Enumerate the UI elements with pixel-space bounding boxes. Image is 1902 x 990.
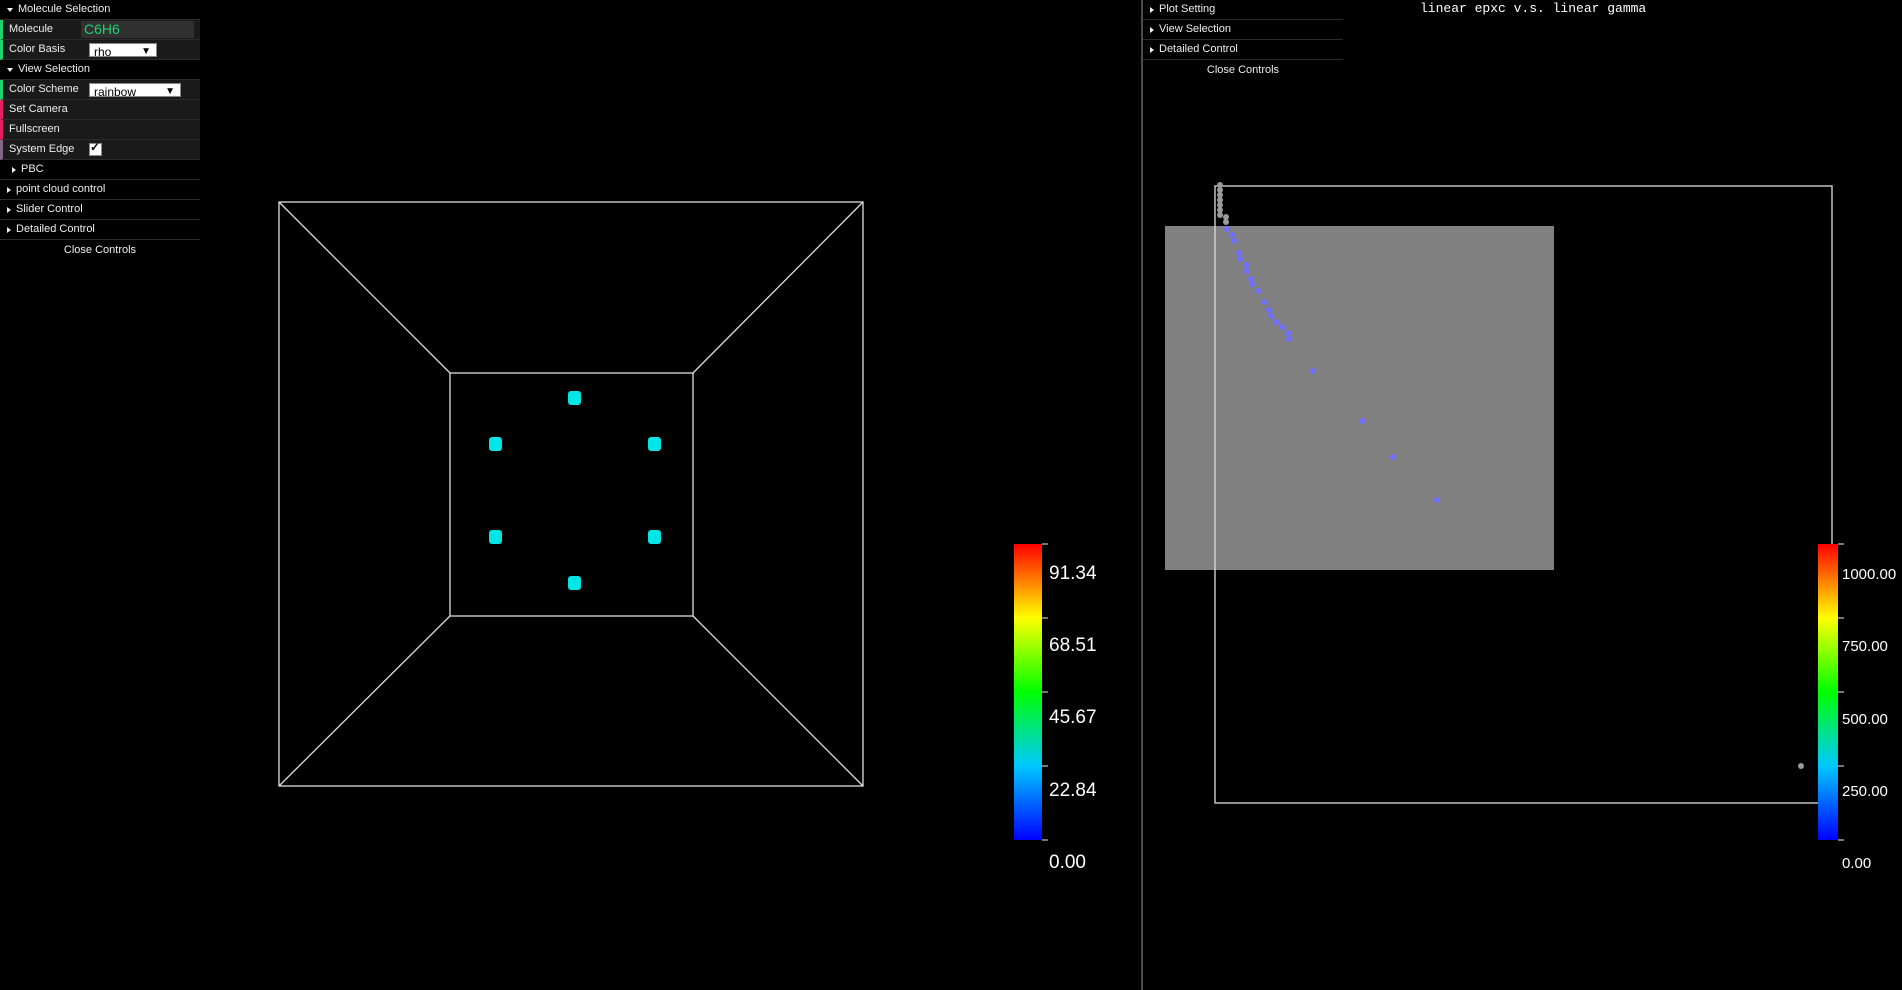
blue-point [1243, 262, 1249, 268]
caret-right-icon [1150, 26, 1154, 33]
blue-point [1279, 324, 1285, 330]
blue-point [1231, 238, 1237, 244]
colorbar-left-label: 68.51 [1049, 635, 1097, 656]
plot-title: linear epxc v.s. linear gamma [1420, 1, 1647, 16]
atom [489, 530, 502, 544]
caret-right-icon [1150, 46, 1154, 53]
colorbar-left-label: 91.34 [1049, 563, 1097, 584]
blue-point [1273, 319, 1279, 325]
caret-down-icon [7, 7, 13, 12]
plot-setting-folder[interactable]: Plot Setting [1143, 0, 1343, 20]
gray-point [1223, 219, 1229, 225]
blue-point [1390, 454, 1396, 460]
color-basis-label: Color Basis [9, 43, 66, 55]
gray-point [1217, 202, 1223, 208]
system-edge-row: System Edge [0, 140, 200, 160]
view-selection-folder[interactable]: View Selection [0, 60, 200, 80]
plot-frame [1214, 185, 1833, 804]
caret-right-icon [1150, 6, 1154, 13]
pbc-folder[interactable]: PBC [0, 160, 200, 180]
blue-point [1224, 226, 1230, 232]
close-controls-button[interactable]: Close Controls [0, 240, 200, 260]
blue-point [1261, 299, 1267, 305]
blue-point [1236, 250, 1242, 256]
gray-point [1217, 212, 1223, 218]
atom [648, 530, 661, 544]
detailed-control-folder[interactable]: Detailed Control [1143, 40, 1343, 60]
colorbar-right-label: 750.00 [1842, 638, 1888, 655]
blue-point [1310, 368, 1316, 374]
blue-point [1249, 281, 1255, 287]
system-edge-box [278, 201, 864, 787]
view-divider[interactable] [1141, 0, 1143, 990]
blue-point [1237, 256, 1243, 262]
gray-point [1217, 192, 1223, 198]
atom [489, 437, 502, 451]
view-selection-folder[interactable]: View Selection [1143, 20, 1343, 40]
gray-point [1223, 214, 1229, 220]
atom [568, 576, 581, 590]
blue-point [1229, 232, 1235, 238]
blue-point [1286, 336, 1292, 342]
colorbar-left-label: 0.00 [1049, 852, 1086, 873]
left-control-panel: Molecule Selection Molecule C6H6 Color B… [0, 0, 200, 260]
blue-point [1434, 497, 1440, 503]
colorbar-left [1014, 543, 1048, 841]
color-scheme-select[interactable]: rainbow ▼ [89, 82, 181, 99]
colorbar-left-label: 45.67 [1049, 707, 1097, 728]
system-edge-checkbox[interactable] [89, 142, 102, 156]
molecule-selection-folder[interactable]: Molecule Selection [0, 0, 200, 20]
gray-point [1798, 763, 1804, 769]
color-basis-select[interactable]: rho ▼ [89, 42, 157, 59]
detailed-control-folder[interactable]: Detailed Control [0, 220, 200, 240]
gray-point [1217, 187, 1223, 193]
caret-right-icon [7, 226, 11, 233]
blue-point [1359, 418, 1365, 424]
fullscreen-button[interactable]: Fullscreen [0, 120, 200, 140]
colorbar-right-label: 250.00 [1842, 783, 1888, 800]
slider-control-folder[interactable]: Slider Control [0, 200, 200, 220]
scatter-points [1217, 182, 1804, 769]
colorbar-right [1818, 543, 1844, 841]
gray-point [1217, 207, 1223, 213]
molecule-row: Molecule C6H6 [0, 20, 200, 40]
blue-point [1244, 268, 1250, 274]
colorbar-right-label: 500.00 [1842, 711, 1888, 728]
atom [568, 391, 581, 405]
molecule-label: Molecule [9, 23, 54, 35]
blue-point [1248, 276, 1254, 282]
atom-cloud [489, 391, 661, 590]
point-cloud-control-folder[interactable]: point cloud control [0, 180, 200, 200]
blue-point [1266, 307, 1272, 313]
molecule-input[interactable]: C6H6 [81, 21, 194, 38]
dropdown-arrow-icon: ▼ [141, 45, 151, 57]
close-controls-button[interactable]: Close Controls [1143, 60, 1343, 80]
blue-point [1268, 313, 1274, 319]
atom [648, 437, 661, 451]
molecule-3d-view[interactable] [200, 0, 1100, 990]
color-scheme-label: Color Scheme [9, 83, 79, 95]
right-control-panel: Plot Setting View Selection Detailed Con… [1143, 0, 1343, 80]
color-scheme-row: Color Scheme rainbow ▼ [0, 80, 200, 100]
blue-point [1255, 288, 1261, 294]
selection-box[interactable] [1165, 226, 1554, 570]
caret-right-icon [7, 186, 11, 193]
gray-point [1217, 197, 1223, 203]
system-edge-label: System Edge [9, 143, 75, 155]
colorbar-left-label: 22.84 [1049, 780, 1097, 801]
caret-right-icon [7, 206, 11, 213]
color-basis-row: Color Basis rho ▼ [0, 40, 200, 60]
gray-point [1217, 182, 1223, 188]
caret-right-icon [12, 166, 16, 173]
colorbar-right-label: 1000.00 [1842, 566, 1897, 583]
scatter-plot-view[interactable] [1143, 0, 1902, 990]
dropdown-arrow-icon: ▼ [165, 85, 175, 97]
blue-point [1285, 330, 1291, 336]
colorbar-right-label: 0.00 [1842, 855, 1872, 872]
set-camera-button[interactable]: Set Camera [0, 100, 200, 120]
caret-down-icon [7, 67, 13, 72]
